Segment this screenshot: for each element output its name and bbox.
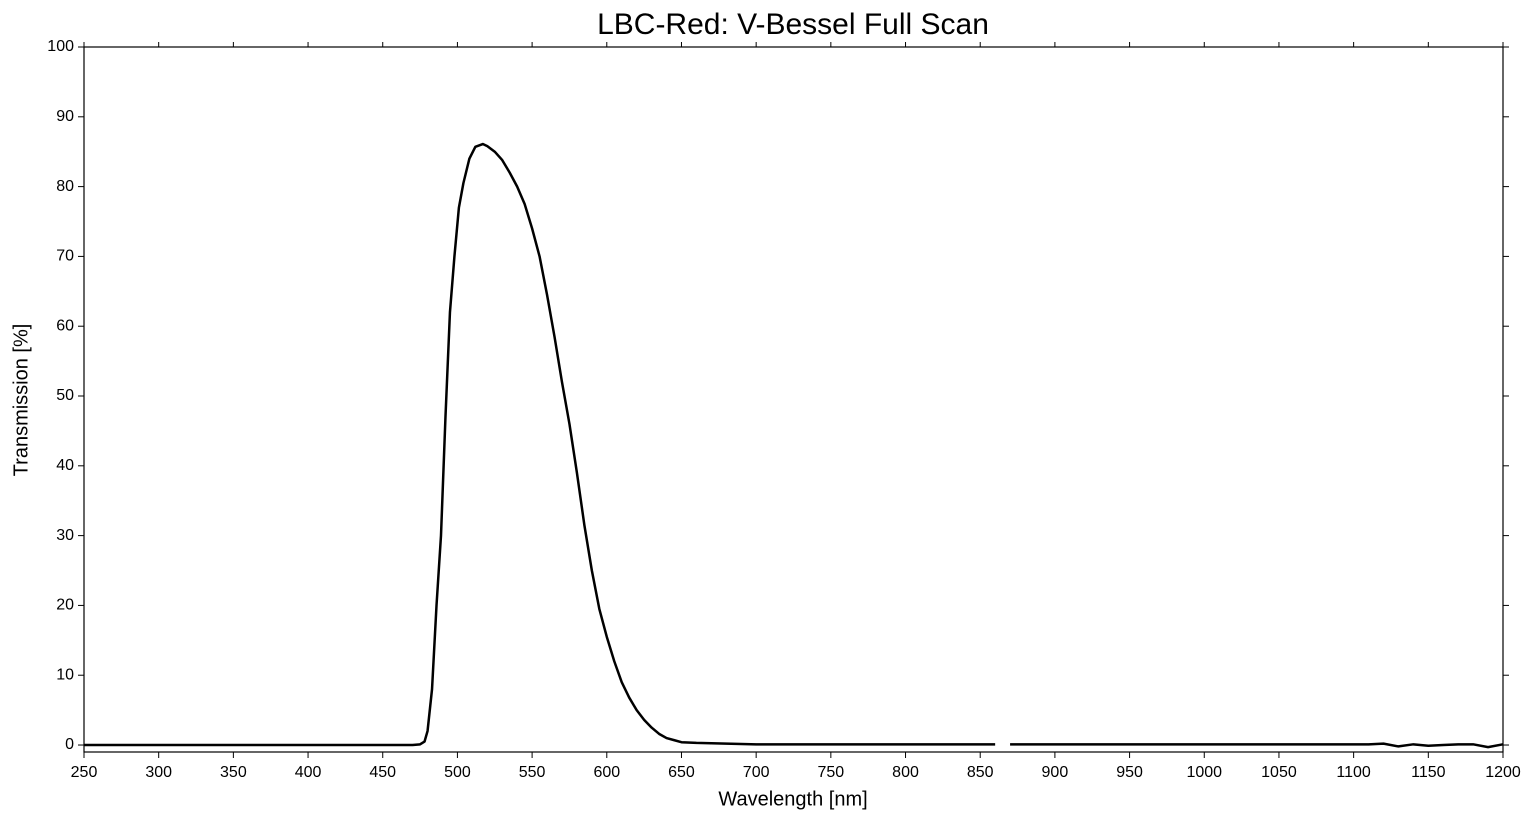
x-tick-label: 500: [444, 764, 471, 781]
y-tick-label: 90: [56, 108, 74, 125]
y-tick-label: 10: [56, 666, 74, 683]
x-tick-label: 1000: [1186, 764, 1222, 781]
plot-frame: [83, 46, 1504, 753]
data-line: [84, 142, 1504, 749]
x-axis-label: Wavelength [nm]: [718, 788, 867, 810]
x-tick-label: 1200: [1485, 764, 1521, 781]
y-tick-label: 100: [47, 38, 74, 55]
y-axis-label: Transmission [%]: [10, 324, 32, 477]
y-tick-label: 20: [56, 597, 74, 614]
x-tick-label: 1100: [1336, 764, 1371, 781]
y-tick-label: 40: [56, 457, 74, 474]
y-tick-label: 80: [56, 178, 74, 195]
x-tick-label: 300: [145, 764, 172, 781]
y-tick-label: 60: [56, 317, 74, 334]
x-tick-label: 950: [1116, 764, 1143, 781]
y-tick-label: 70: [56, 248, 74, 265]
x-tick-label: 400: [295, 764, 322, 781]
y-tick-label: 0: [65, 736, 74, 753]
x-tick-label: 450: [369, 764, 396, 781]
x-tick-label: 700: [743, 764, 770, 781]
x-tick-label: 350: [220, 764, 247, 781]
x-tick-label: 900: [1042, 764, 1069, 781]
x-tick-label: 1150: [1411, 764, 1446, 781]
chart-title: LBC-Red: V-Bessel Full Scan: [597, 8, 989, 41]
y-tick-label: 50: [56, 387, 74, 404]
y-tick-label: 30: [56, 527, 74, 544]
x-tick-label: 850: [967, 764, 994, 781]
x-tick-label: 550: [519, 764, 546, 781]
x-tick-label: 750: [817, 764, 844, 781]
x-tick-label: 650: [668, 764, 695, 781]
x-tick-label: 1050: [1261, 764, 1297, 781]
x-tick-label: 600: [593, 764, 620, 781]
x-tick-label: 250: [71, 764, 98, 781]
x-tick-label: 800: [892, 764, 919, 781]
